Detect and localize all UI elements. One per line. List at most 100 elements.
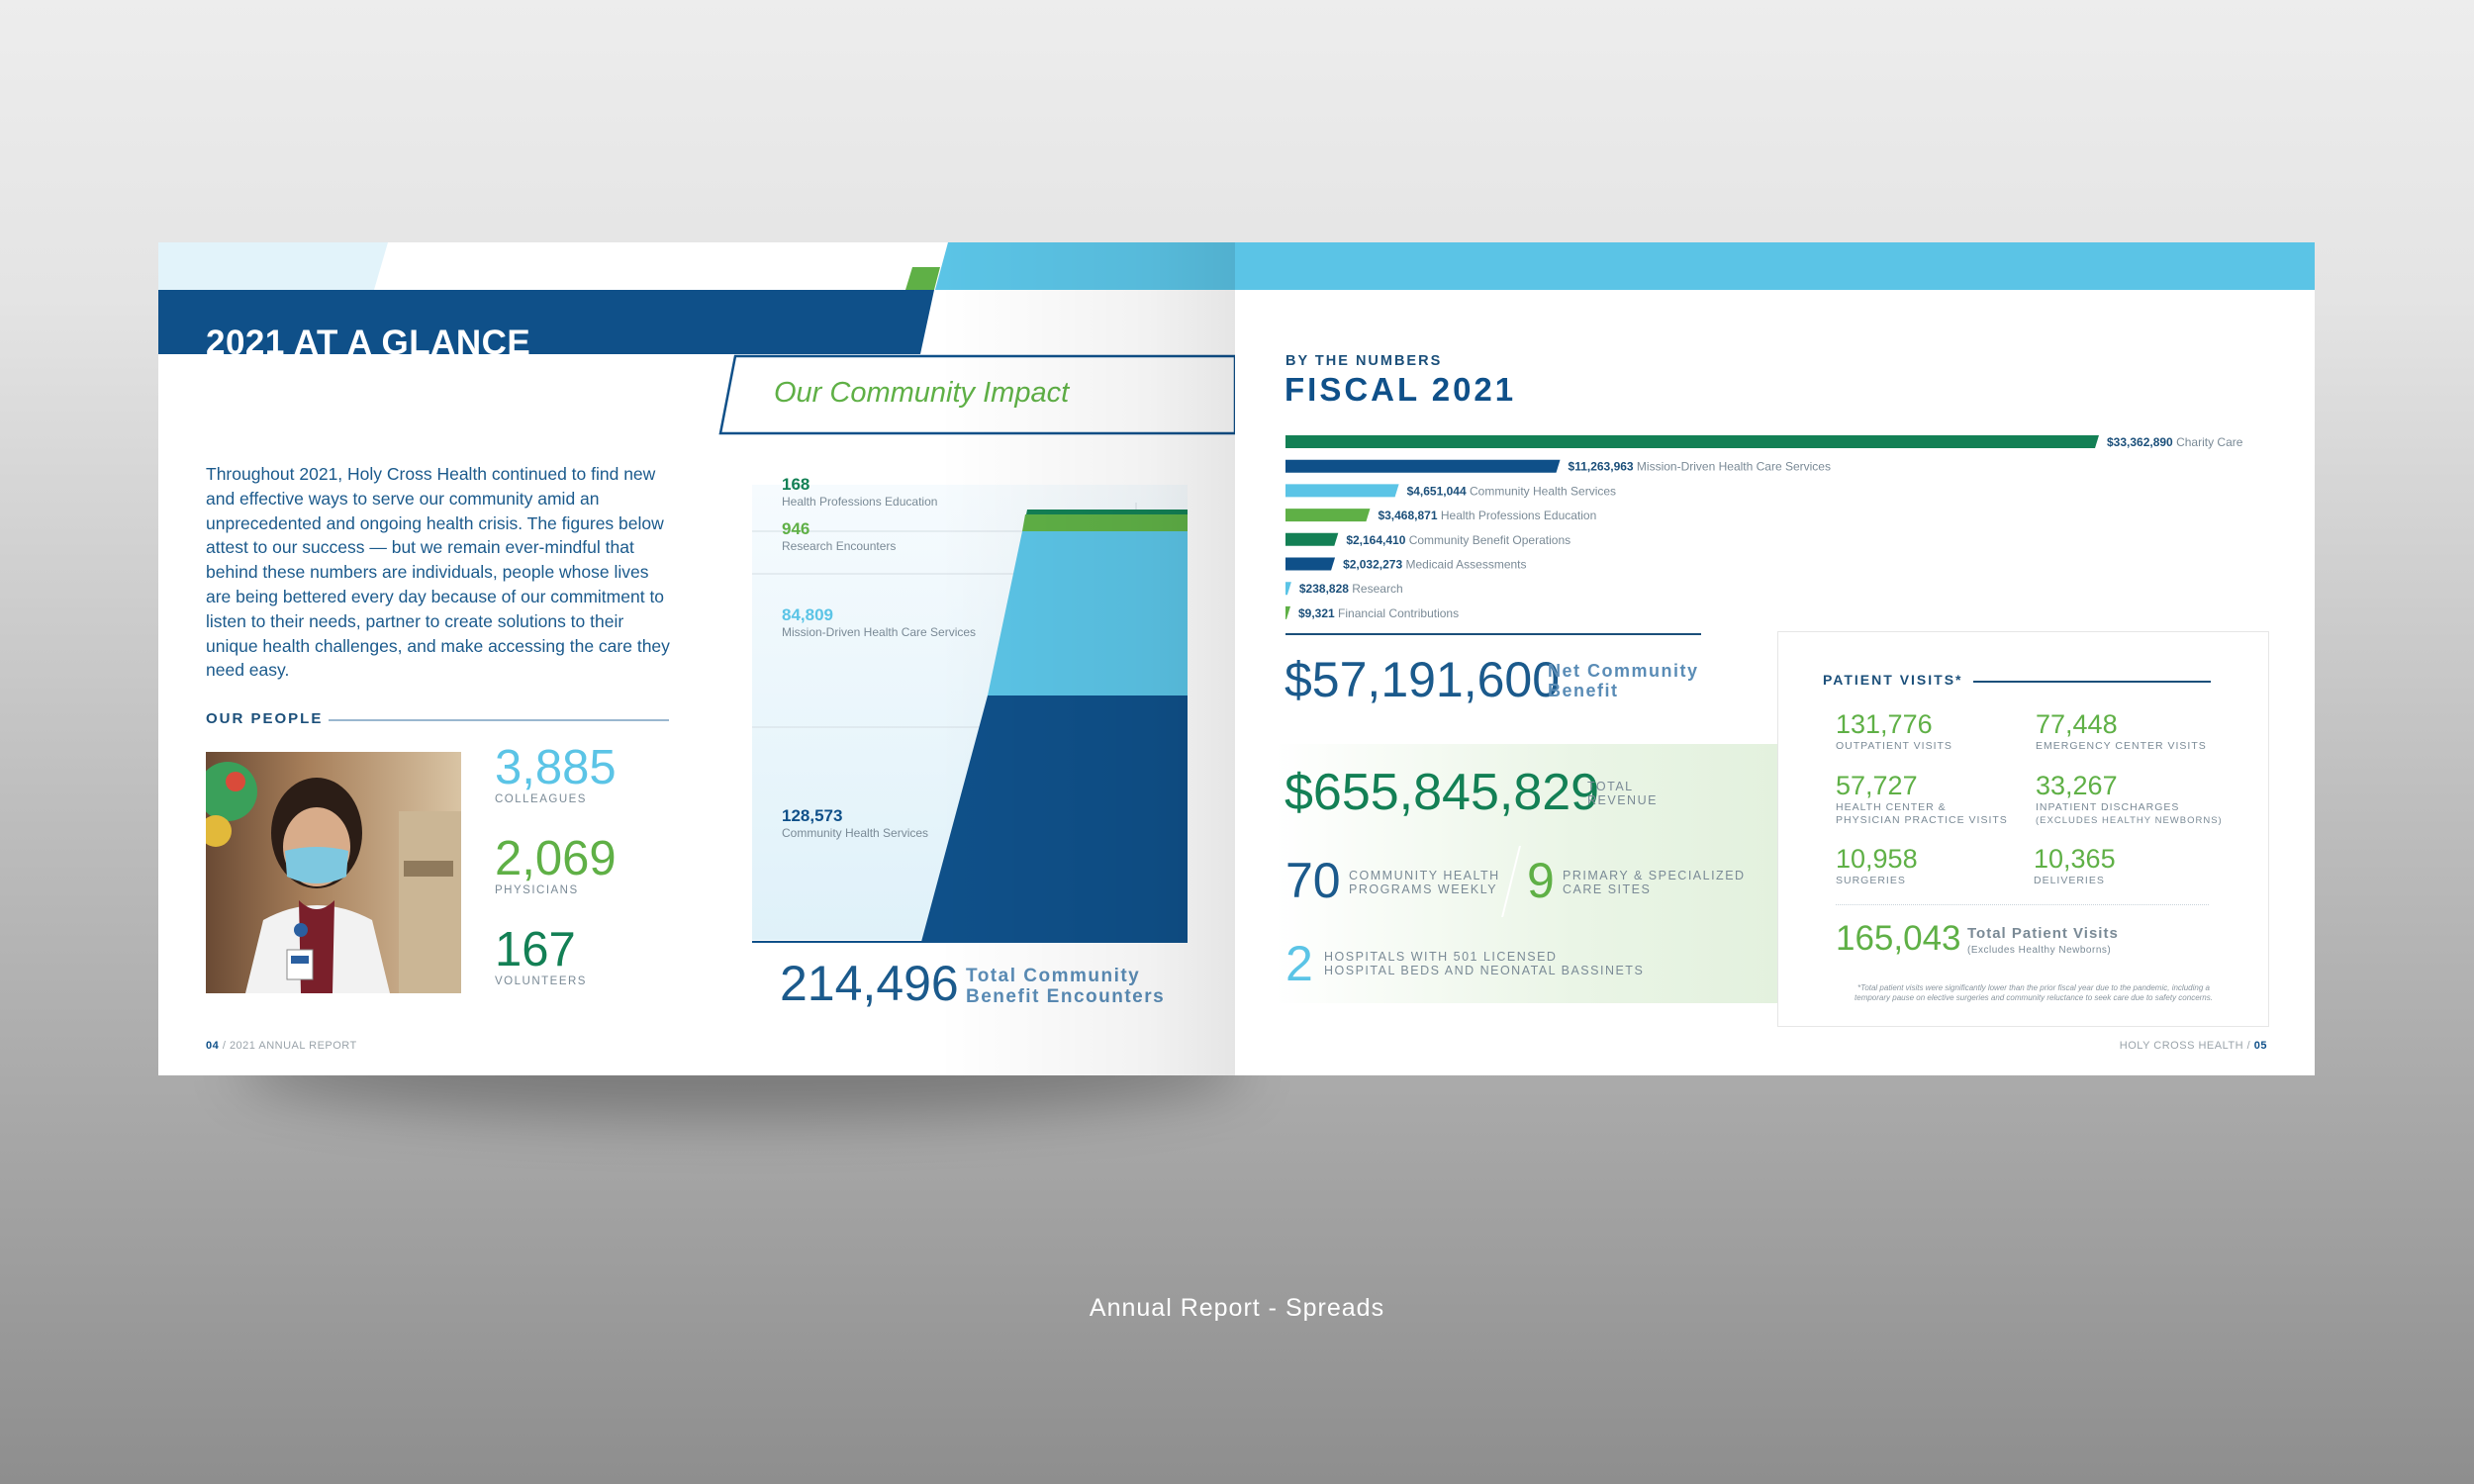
pv-value: 33,267 (2036, 771, 2118, 800)
net-label-line2: Benefit (1548, 681, 1619, 700)
fiscal-title: FISCAL 2021 (1285, 371, 1517, 408)
encounter-label: Community Health Services (782, 826, 929, 840)
revenue-label-line2: REVENUE (1587, 793, 1658, 807)
bar-0 (1285, 435, 2099, 448)
bar-label-1: $11,263,963 Mission-Driven Health Care S… (1569, 460, 1831, 474)
page-number: 04 (206, 1040, 220, 1052)
bar-label-7: $9,321 Financial Contributions (1298, 606, 1459, 620)
hospitals-label-line1: HOSPITALS WITH 501 LICENSED (1324, 950, 1558, 964)
sites-value: 9 (1527, 853, 1555, 908)
colleague-photo (206, 752, 461, 993)
footer-text: 2021 ANNUAL REPORT (229, 1040, 357, 1052)
pv-label: SURGERIES (1836, 875, 1906, 886)
caption: Annual Report - Spreads (1089, 1294, 1385, 1322)
encounter-mission: 84,809 Mission-Driven Health Care Servic… (782, 605, 976, 639)
sites-label: PRIMARY & SPECIALIZED CARE SITES (1563, 869, 1746, 896)
encounter-value: 946 (782, 519, 810, 538)
encounter-label: Research Encounters (782, 539, 897, 553)
encounter-value: 168 (782, 475, 810, 494)
right-page: BY THE NUMBERS FISCAL 2021 $33,362,890 C… (1235, 242, 2315, 1075)
encounter-value: 84,809 (782, 605, 833, 624)
revenue-label-line1: TOTAL (1587, 780, 1634, 793)
page-title: 2021 AT A GLANCE (206, 324, 531, 362)
encounter-hpe: 168 Health Professions Education (782, 475, 937, 509)
bar-7 (1285, 605, 1290, 619)
stat-value: 3,885 (495, 741, 617, 794)
bar-label-5: $2,032,273 Medicaid Assessments (1343, 558, 1526, 572)
bar-4 (1285, 532, 1339, 546)
pv-value: 10,365 (2034, 844, 2116, 874)
pv-label-2: PHYSICIAN PRACTICE VISITS (1836, 814, 2008, 826)
total-encounters-label: Total Community Benefit Encounters (966, 966, 1165, 1007)
programs-label-line2: PROGRAMS WEEKLY (1349, 882, 1498, 896)
encounter-research: 946 Research Encounters (782, 519, 896, 553)
pv-health-center: 57,727 HEALTH CENTER & PHYSICIAN PRACTIC… (1836, 771, 2008, 827)
intro-paragraph: Throughout 2021, Holy Cross Health conti… (206, 464, 670, 681)
pv-value: 131,776 (1836, 709, 1933, 739)
programs-value: 70 (1285, 853, 1341, 908)
sites-label-line2: CARE SITES (1563, 882, 1652, 896)
bar-2 (1285, 484, 1399, 498)
pv-total-value: 165,043 (1836, 919, 1961, 958)
stat-value: 167 (495, 923, 576, 976)
total-label-line1: Total Community (966, 966, 1141, 986)
bar-label-3: $3,468,871 Health Professions Education (1378, 509, 1596, 522)
pv-label: EMERGENCY CENTER VISITS (2036, 740, 2207, 752)
patient-visits-heading: PATIENT VISITS* (1823, 672, 1963, 688)
revenue-value: $655,845,829 (1285, 764, 1600, 821)
footer-text: HOLY CROSS HEALTH (2119, 1040, 2244, 1052)
left-page: 2021 AT A GLANCE Our Community Impact Th… (158, 242, 1235, 1075)
pv-label-2: (EXCLUDES HEALTHY NEWBORNS) (2036, 815, 2223, 826)
bar-3 (1285, 509, 1371, 522)
net-rule (1285, 633, 1701, 635)
encounter-value: 128,573 (782, 806, 843, 825)
pv-surgeries: 10,958 SURGERIES (1836, 844, 1918, 887)
hospitals-label: HOSPITALS WITH 501 LICENSED HOSPITAL BED… (1324, 950, 1644, 977)
bar-label-2: $4,651,044 Community Health Services (1407, 484, 1616, 498)
bar-5 (1285, 557, 1336, 571)
bar-6 (1285, 582, 1291, 596)
programs-label: COMMUNITY HEALTH PROGRAMS WEEKLY (1349, 869, 1500, 896)
benefit-bar-chart: $33,362,890 Charity Care $11,263,963 Miss… (1285, 435, 2243, 620)
pv-total-sub: (Excludes Healthy Newborns) (1967, 945, 2112, 956)
patient-visits-rule (1973, 681, 2211, 683)
pv-deliveries: 10,365 DELIVERIES (2034, 844, 2116, 887)
kpi-panel (1275, 744, 1777, 1003)
bar-label-0: $33,362,890 Charity Care (2107, 435, 2243, 449)
pv-emergency: 77,448 EMERGENCY CENTER VISITS (2036, 709, 2207, 753)
net-benefit-value: $57,191,600 (1285, 652, 1561, 707)
hospitals-label-line2: HOSPITAL BEDS AND NEONATAL BASSINETS (1324, 964, 1645, 977)
pv-label: DELIVERIES (2034, 875, 2105, 886)
pv-divider (1836, 904, 2209, 905)
sites-label-line1: PRIMARY & SPECIALIZED (1563, 869, 1746, 882)
bar-1 (1285, 459, 1561, 473)
pv-value: 10,958 (1836, 844, 1918, 874)
footnote-line1: *Total patient visits were significantly… (1857, 983, 2210, 992)
pv-value: 77,448 (2036, 709, 2118, 739)
stat-label: PHYSICIANS (495, 884, 579, 896)
our-people-rule (329, 719, 669, 721)
stat-volunteers: 167 VOLUNTEERS (495, 924, 587, 987)
programs-label-line1: COMMUNITY HEALTH (1349, 869, 1500, 882)
impact-heading: Our Community Impact (774, 377, 1070, 409)
pv-label: OUTPATIENT VISITS (1836, 740, 1952, 752)
footnote-line2: temporary pause on elective surgeries an… (1855, 993, 2213, 1002)
hospitals-value: 2 (1285, 936, 1313, 991)
pv-total-label: Total Patient Visits (1967, 925, 2119, 942)
revenue-label: TOTAL REVENUE (1587, 780, 1658, 807)
pv-inpatient: 33,267 INPATIENT DISCHARGES (EXCLUDES HE… (2036, 771, 2223, 827)
right-header-band (1235, 242, 2315, 290)
stat-colleagues: 3,885 COLLEAGUES (495, 742, 617, 805)
stat-label: COLLEAGUES (495, 793, 587, 805)
encounter-community: 128,573 Community Health Services (782, 806, 928, 840)
our-people-label: OUR PEOPLE (206, 710, 324, 727)
right-footer: HOLY CROSS HEALTH / 05 (2119, 1040, 2267, 1052)
left-footer: 04 / 2021 ANNUAL REPORT (206, 1040, 357, 1052)
net-benefit-label: Net Community Benefit (1548, 661, 1699, 700)
total-encounters-value: 214,496 (780, 956, 959, 1011)
pv-value: 57,727 (1836, 771, 1918, 800)
stat-physicians: 2,069 PHYSICIANS (495, 833, 617, 896)
left-header-band (158, 242, 1235, 435)
page-number: 05 (2253, 1040, 2267, 1052)
stat-label: VOLUNTEERS (495, 975, 587, 987)
